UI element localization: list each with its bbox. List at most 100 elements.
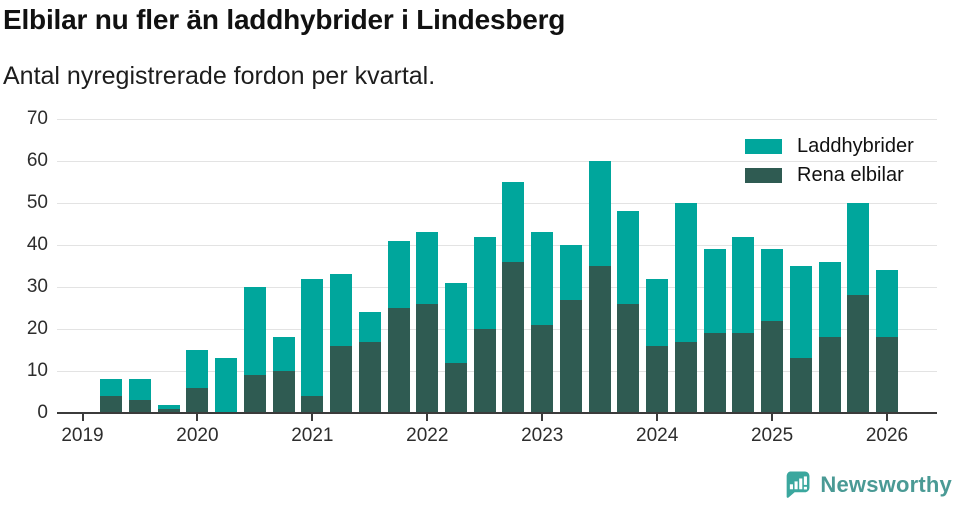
legend-item-rena-elbilar: Rena elbilar (745, 164, 914, 187)
bar-segment-rena-elbilar (186, 387, 209, 413)
gridline (57, 202, 937, 204)
bar-segment-laddhybrider (617, 211, 640, 304)
bar-segment-rena-elbilar (876, 337, 898, 413)
bar-segment-laddhybrider (646, 278, 669, 346)
x-tick-label: 2022 (406, 425, 449, 446)
gridline (57, 370, 937, 372)
bar-segment-laddhybrider (445, 282, 468, 363)
y-tick-label: 40 (26, 234, 48, 255)
brand-footer: Newsworthy (782, 470, 952, 499)
bar-segment-rena-elbilar (416, 303, 439, 413)
y-tick-label: 50 (26, 192, 48, 213)
gridline (57, 286, 937, 288)
bar-segment-rena-elbilar (818, 337, 841, 413)
bar-segment-laddhybrider (128, 379, 151, 401)
bar-segment-laddhybrider (502, 182, 525, 262)
x-tick-label: 2019 (61, 425, 104, 446)
x-tick-label: 2024 (636, 425, 679, 446)
bar-segment-rena-elbilar (674, 341, 697, 413)
brand-name: Newsworthy (820, 471, 952, 497)
bar-segment-laddhybrider (157, 404, 180, 409)
bar-segment-laddhybrider (559, 245, 582, 300)
bar-segment-rena-elbilar (559, 299, 582, 413)
legend-swatch-laddhybrider-icon (745, 139, 782, 154)
gridline (57, 244, 937, 246)
legend-label: Laddhybrider (797, 135, 914, 157)
x-tick-label: 2020 (176, 425, 219, 446)
bar-segment-laddhybrider (186, 350, 209, 388)
bar-segment-laddhybrider (358, 312, 381, 342)
newsworthy-logo-icon (787, 471, 810, 498)
x-axis-tick (541, 414, 544, 421)
bar-segment-rena-elbilar (358, 341, 381, 413)
bar-segment-rena-elbilar (588, 266, 611, 413)
bar-segment-laddhybrider (818, 261, 841, 338)
legend-label: Rena elbilar (797, 164, 904, 186)
gridline (57, 328, 937, 330)
bar-segment-laddhybrider (789, 266, 812, 359)
bar-segment-laddhybrider (473, 236, 496, 329)
y-tick-label: 30 (26, 276, 48, 297)
bar-segment-rena-elbilar (387, 308, 410, 413)
bar-segment-laddhybrider (100, 379, 123, 397)
bar-segment-rena-elbilar (157, 408, 180, 413)
y-tick-label: 10 (26, 360, 48, 381)
page-title: Elbilar nu fler än laddhybrider i Lindes… (3, 4, 566, 35)
x-tick-label: 2026 (865, 425, 909, 446)
gridline (57, 160, 937, 162)
bar-segment-rena-elbilar (789, 358, 812, 413)
x-tick-label: 2023 (521, 425, 564, 446)
bar-segment-laddhybrider (732, 236, 755, 334)
x-axis-tick (81, 414, 84, 421)
bar-segment-rena-elbilar (272, 371, 295, 413)
x-axis-tick (311, 414, 314, 421)
x-axis-tick (426, 414, 429, 421)
bar-segment-laddhybrider (876, 270, 898, 338)
bar-segment-rena-elbilar (732, 333, 755, 413)
bar-segment-laddhybrider (330, 274, 353, 346)
bar-segment-laddhybrider (215, 358, 238, 413)
y-tick-label: 0 (37, 402, 48, 423)
bar-segment-laddhybrider (301, 278, 324, 397)
bar-segment-laddhybrider (761, 249, 784, 321)
bar-segment-laddhybrider (674, 203, 697, 342)
bar-segment-laddhybrider (387, 240, 410, 308)
y-tick-label: 60 (26, 150, 48, 171)
legend-swatch-rena-elbilar-icon (745, 168, 782, 183)
bar-segment-rena-elbilar (445, 362, 468, 413)
x-axis-line (57, 412, 937, 414)
legend: Laddhybrider Rena elbilar (745, 135, 914, 193)
x-tick-label: 2025 (750, 425, 794, 446)
bar-segment-rena-elbilar (502, 261, 525, 413)
bar-segment-laddhybrider (272, 337, 295, 371)
bar-segment-rena-elbilar (473, 329, 496, 413)
bar-segment-rena-elbilar (646, 345, 669, 413)
y-tick-label: 70 (26, 108, 48, 129)
page-subtitle: Antal nyregistrerade fordon per kvartal. (3, 62, 436, 90)
legend-item-laddhybrider: Laddhybrider (745, 135, 914, 158)
x-axis-tick (196, 414, 199, 421)
y-tick-label: 20 (26, 318, 48, 339)
bar-segment-laddhybrider (416, 232, 439, 304)
bar-segment-rena-elbilar (301, 396, 324, 413)
x-axis-tick (771, 414, 774, 421)
x-axis-tick (656, 414, 659, 421)
bar-segment-rena-elbilar (617, 303, 640, 413)
bar-segment-laddhybrider (243, 287, 266, 376)
bar-segment-rena-elbilar (128, 400, 151, 413)
bar-segment-laddhybrider (847, 203, 870, 296)
bar-segment-laddhybrider (588, 161, 611, 266)
bar-segment-rena-elbilar (531, 324, 554, 413)
x-axis-tick (886, 414, 888, 421)
x-tick-label: 2021 (291, 425, 334, 446)
gridline (57, 118, 937, 120)
bar-segment-laddhybrider (531, 232, 554, 325)
bar-segment-rena-elbilar (330, 345, 353, 413)
bar-segment-rena-elbilar (243, 375, 266, 413)
bar-segment-rena-elbilar (761, 320, 784, 413)
bar-segment-rena-elbilar (703, 333, 726, 413)
bar-segment-laddhybrider (703, 249, 726, 334)
bar-segment-rena-elbilar (100, 396, 123, 413)
bar-segment-rena-elbilar (847, 295, 870, 413)
